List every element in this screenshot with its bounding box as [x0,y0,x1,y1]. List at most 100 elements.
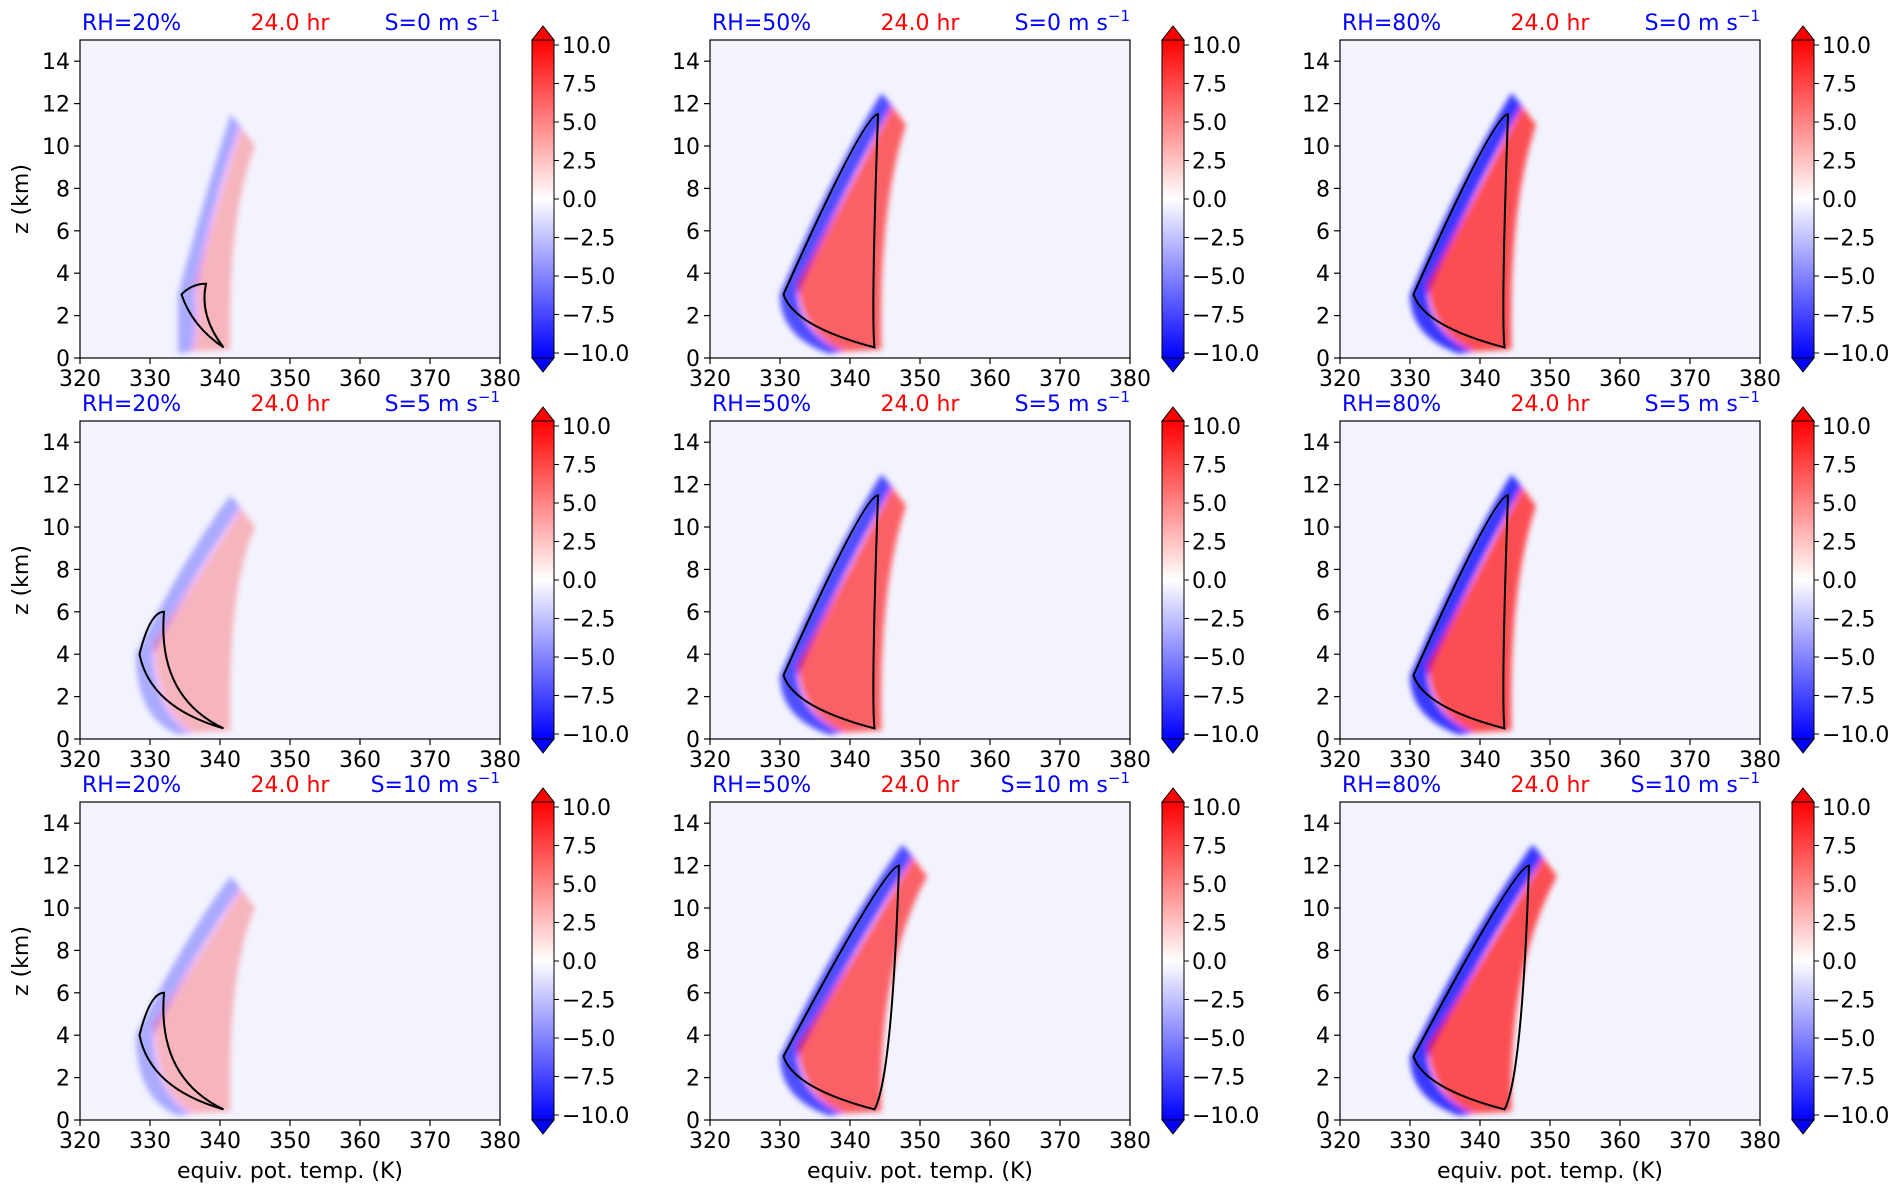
y-tick-label: 14 [1302,50,1330,75]
shear-label-text: S=5 m s [385,392,478,417]
anomaly-field [1410,93,1536,354]
y-tick-label: 10 [42,516,70,541]
panel-2: 320 330 340 350 360 370 380 0 2 4 6 8 10 12 14 RH=50% 24… [672,7,1259,392]
colorbar-tick-label: 2.5 [1192,912,1227,937]
colorbar-extend-top [1160,787,1186,803]
shear-label-text: S=5 m s [1015,392,1108,417]
contour-line [782,864,901,1111]
y-tick-label: 12 [672,474,700,499]
shear-label-text: S=10 m s [1001,773,1108,798]
contour-lines [782,864,901,1111]
x-tick-label: 340 [1459,748,1501,773]
colorbar-tick-label: −2.5 [1822,608,1875,633]
y-tick-label: 4 [56,643,70,668]
rh-label: RH=80% [1342,773,1441,798]
colorbar-tick-label: −2.5 [562,227,615,252]
plot-area [710,802,1130,1120]
x-tick-label: 360 [1599,367,1641,392]
x-tick-label: 370 [409,748,451,773]
plot-area [1340,40,1760,358]
y-axis-label: z (km) [9,545,34,615]
x-tick-label: 380 [479,1129,521,1154]
colorbar-tick-label: −7.5 [1822,1066,1875,1091]
y-tick-label: 8 [56,939,70,964]
y-tick-label: 14 [672,431,700,456]
anomaly-field [780,474,906,735]
y-tick-label: 0 [56,347,70,372]
colorbar-tick-label: 10.0 [562,34,611,59]
colorbar-tick-label: −7.5 [562,304,615,329]
colorbar-tick-label: −10.0 [562,1104,629,1129]
y-tick-label: 8 [1316,558,1330,583]
y-tick-label: 0 [1316,728,1330,753]
time-label: 24.0 hr [1511,11,1591,36]
y-tick-label: 2 [1316,1067,1330,1092]
colorbar-extend-bottom [1790,738,1816,754]
y-tick-label: 0 [686,728,700,753]
colorbar-tick-label: −2.5 [562,989,615,1014]
panel-8: 320 330 340 350 360 370 380 0 2 4 6 8 10 12 14 equiv. p… [672,769,1259,1184]
negative-anomaly [1410,474,1522,735]
colorbar-tick-label: 5.0 [1192,111,1227,136]
colorbar-gradient [531,801,555,1121]
y-tick-label: 14 [672,50,700,75]
y-tick-label: 2 [1316,305,1330,330]
contour-lines [1412,494,1510,730]
y-tick-label: 6 [56,220,70,245]
y-tick-label: 4 [1316,262,1330,287]
shear-label: S=10 m s−1 [371,769,500,798]
x-tick-label: 340 [829,748,871,773]
x-tick-label: 380 [479,367,521,392]
contour-line [1412,494,1510,730]
rh-label: RH=50% [712,11,811,36]
y-tick-label: 8 [686,558,700,583]
y-tick-label: 6 [1316,982,1330,1007]
anomaly-field [178,114,255,354]
y-tick-label: 10 [1302,516,1330,541]
colorbar-extend-bottom [1160,357,1186,373]
y-tick-label: 2 [56,686,70,711]
colorbar-tick-label: 2.5 [562,531,597,556]
y-tick-label: 6 [1316,601,1330,626]
x-tick-label: 350 [269,748,311,773]
positive-anomaly [192,126,255,352]
colorbar-tick-label: 7.5 [1822,73,1857,98]
colorbar-tick-label: −7.5 [562,1066,615,1091]
plot-area [1340,802,1760,1120]
colorbar-extend-bottom [1160,1119,1186,1135]
negative-anomaly [1410,93,1522,354]
time-label: 24.0 hr [881,773,961,798]
y-tick-label: 12 [672,855,700,880]
y-tick-label: 4 [56,1024,70,1049]
shear-label-exponent: −1 [1108,769,1130,787]
x-tick-label: 330 [129,367,171,392]
x-axis: 320 330 340 350 360 370 380 [689,739,1151,773]
panel-7: 320 330 340 350 360 370 380 0 2 4 6 8 10 12 14 z (km) eq… [9,769,629,1184]
colorbar-gradient [1791,801,1815,1121]
x-tick-label: 370 [1039,1129,1081,1154]
y-tick-label: 8 [686,939,700,964]
positive-anomaly [1427,105,1536,352]
y-tick-label: 14 [672,812,700,837]
x-tick-label: 370 [409,1129,451,1154]
colorbar-tick-label: 0.0 [1192,188,1227,213]
colorbar-tick-label: 7.5 [562,835,597,860]
colorbar-tick-label: 10.0 [1822,34,1871,59]
y-axis: 0 2 4 6 8 10 12 14 [42,812,80,1134]
x-tick-label: 330 [759,748,801,773]
rh-label: RH=50% [712,392,811,417]
y-tick-label: 4 [686,1024,700,1049]
x-tick-label: 320 [59,1129,101,1154]
x-tick-label: 340 [1459,367,1501,392]
colorbar-tick-label: 5.0 [562,111,597,136]
shear-label: S=0 m s−1 [1645,7,1760,36]
colorbar-tick-label: 7.5 [1192,454,1227,479]
x-tick-label: 340 [829,1129,871,1154]
y-tick-label: 8 [1316,177,1330,202]
colorbar-gradient [531,420,555,740]
y-tick-label: 0 [686,347,700,372]
plot-area [1340,421,1760,739]
colorbar-tick-label: −7.5 [1192,304,1245,329]
colorbar-tick-label: −2.5 [1822,989,1875,1014]
colorbar-tick-label: −7.5 [1822,685,1875,710]
